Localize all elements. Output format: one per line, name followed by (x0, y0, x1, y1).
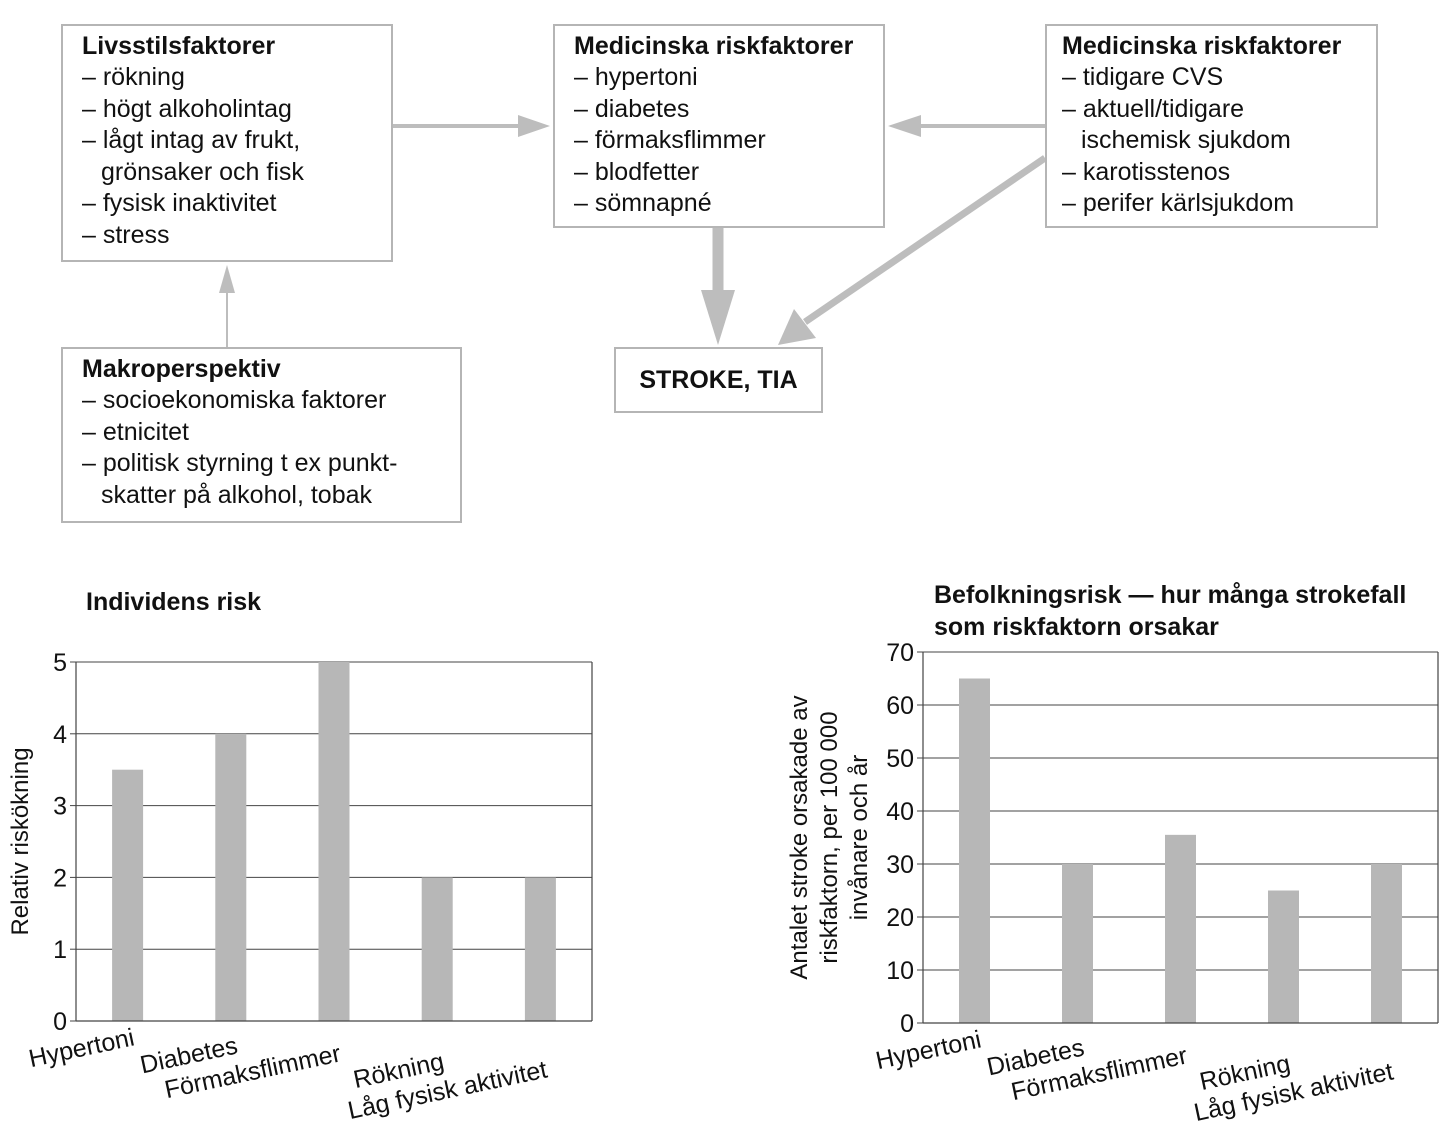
y-axis-label: riskfaktorn, per 100 000 (816, 711, 843, 963)
vascular-item: – perifer kärlsjukdom (1062, 189, 1295, 217)
bar (215, 733, 247, 1021)
lifestyle-item: – stress (82, 220, 170, 249)
arrowhead-medical-to-stroke (701, 290, 735, 345)
bar (1268, 890, 1299, 1023)
arrowhead-vascular-to-stroke (778, 309, 816, 345)
bar (1165, 834, 1196, 1023)
lifestyle-factors-title: Livsstilsfaktorer (82, 32, 276, 60)
bar (1062, 864, 1093, 1023)
individual-risk-chart-title: Individens risk (86, 588, 262, 616)
bar (524, 877, 556, 1021)
vascular-item: – tidigare CVS (1062, 63, 1224, 91)
macro-perspective-box: Makroperspektiv – socioekonomiska faktor… (61, 347, 462, 523)
macro-perspective-title: Makroperspektiv (82, 355, 281, 383)
bar (959, 678, 990, 1023)
macro-item: – etnicitet (82, 417, 190, 446)
y-tick-label: 4 (53, 721, 67, 749)
bar (318, 662, 350, 1021)
medical-item: – blodfetter (574, 157, 700, 186)
macro-item: – socioekonomiska faktorer (82, 386, 387, 414)
lifestyle-item: – lågt intag av frukt, grönsaker och fis… (82, 126, 304, 186)
lifestyle-item: – högt alkoholintag (82, 94, 292, 123)
vascular-item: – aktuell/tidigare ischemisk sjukdom (1062, 94, 1291, 155)
x-category-label: Hypertoni (26, 1023, 136, 1073)
x-category-label: Hypertoni (873, 1025, 983, 1075)
y-tick-label: 60 (886, 692, 914, 720)
y-tick-label: 10 (886, 957, 914, 985)
y-tick-label: 70 (886, 639, 914, 667)
bar (421, 877, 453, 1021)
y-tick-label: 5 (53, 649, 67, 677)
y-tick-label: 0 (53, 1008, 67, 1036)
y-tick-label: 3 (53, 793, 67, 821)
y-axis-label: invånare och år (846, 755, 873, 920)
y-tick-label: 1 (53, 936, 67, 964)
y-tick-label: 0 (900, 1010, 914, 1038)
vascular-risk-factors-title: Medicinska riskfaktorer (1062, 32, 1342, 60)
population-risk-chart-title: Befolkningsrisk — hur många strokefall s… (934, 581, 1407, 641)
macro-item: – politisk styrning t ex punkt-skatter p… (82, 449, 398, 509)
medical-item: – förmaksflimmer (574, 126, 766, 154)
bar (112, 769, 144, 1021)
medical-risk-factors-box: Medicinska riskfaktorer – hypertoni – di… (553, 24, 885, 228)
medical-risk-factors-title: Medicinska riskfaktorer (574, 32, 854, 60)
y-tick-label: 40 (886, 798, 914, 826)
medical-item: – hypertoni (574, 63, 698, 91)
medical-item: – diabetes (574, 94, 690, 123)
arrowhead-macro-to-lifestyle (219, 265, 235, 293)
y-axis-label: Antalet stroke orsakade av (786, 695, 813, 979)
vascular-risk-factors-box: Medicinska riskfaktorer – tidigare CVS –… (1045, 24, 1378, 228)
y-tick-label: 30 (886, 851, 914, 879)
stroke-tia-box: STROKE, TIA (614, 347, 823, 413)
lifestyle-item: – fysisk inaktivitet (82, 189, 277, 217)
vascular-item: – karotisstenos (1062, 157, 1231, 186)
lifestyle-factors-box: Livsstilsfaktorer – rökning – högt alkoh… (61, 24, 393, 262)
arrow-vascular-to-stroke (803, 155, 1047, 325)
y-tick-label: 2 (53, 864, 67, 892)
lifestyle-item: – rökning (82, 63, 185, 91)
flow-arrows (219, 115, 1047, 347)
bar (1371, 864, 1402, 1023)
y-tick-label: 20 (886, 904, 914, 932)
stroke-tia-label: STROKE, TIA (639, 366, 798, 394)
y-tick-label: 50 (886, 745, 914, 773)
y-axis-label: Relativ riskökning (7, 747, 34, 935)
arrowhead-lifestyle-to-medical (518, 115, 550, 137)
medical-item: – sömnapné (574, 189, 712, 217)
arrowhead-vascular-to-medical (888, 115, 921, 137)
